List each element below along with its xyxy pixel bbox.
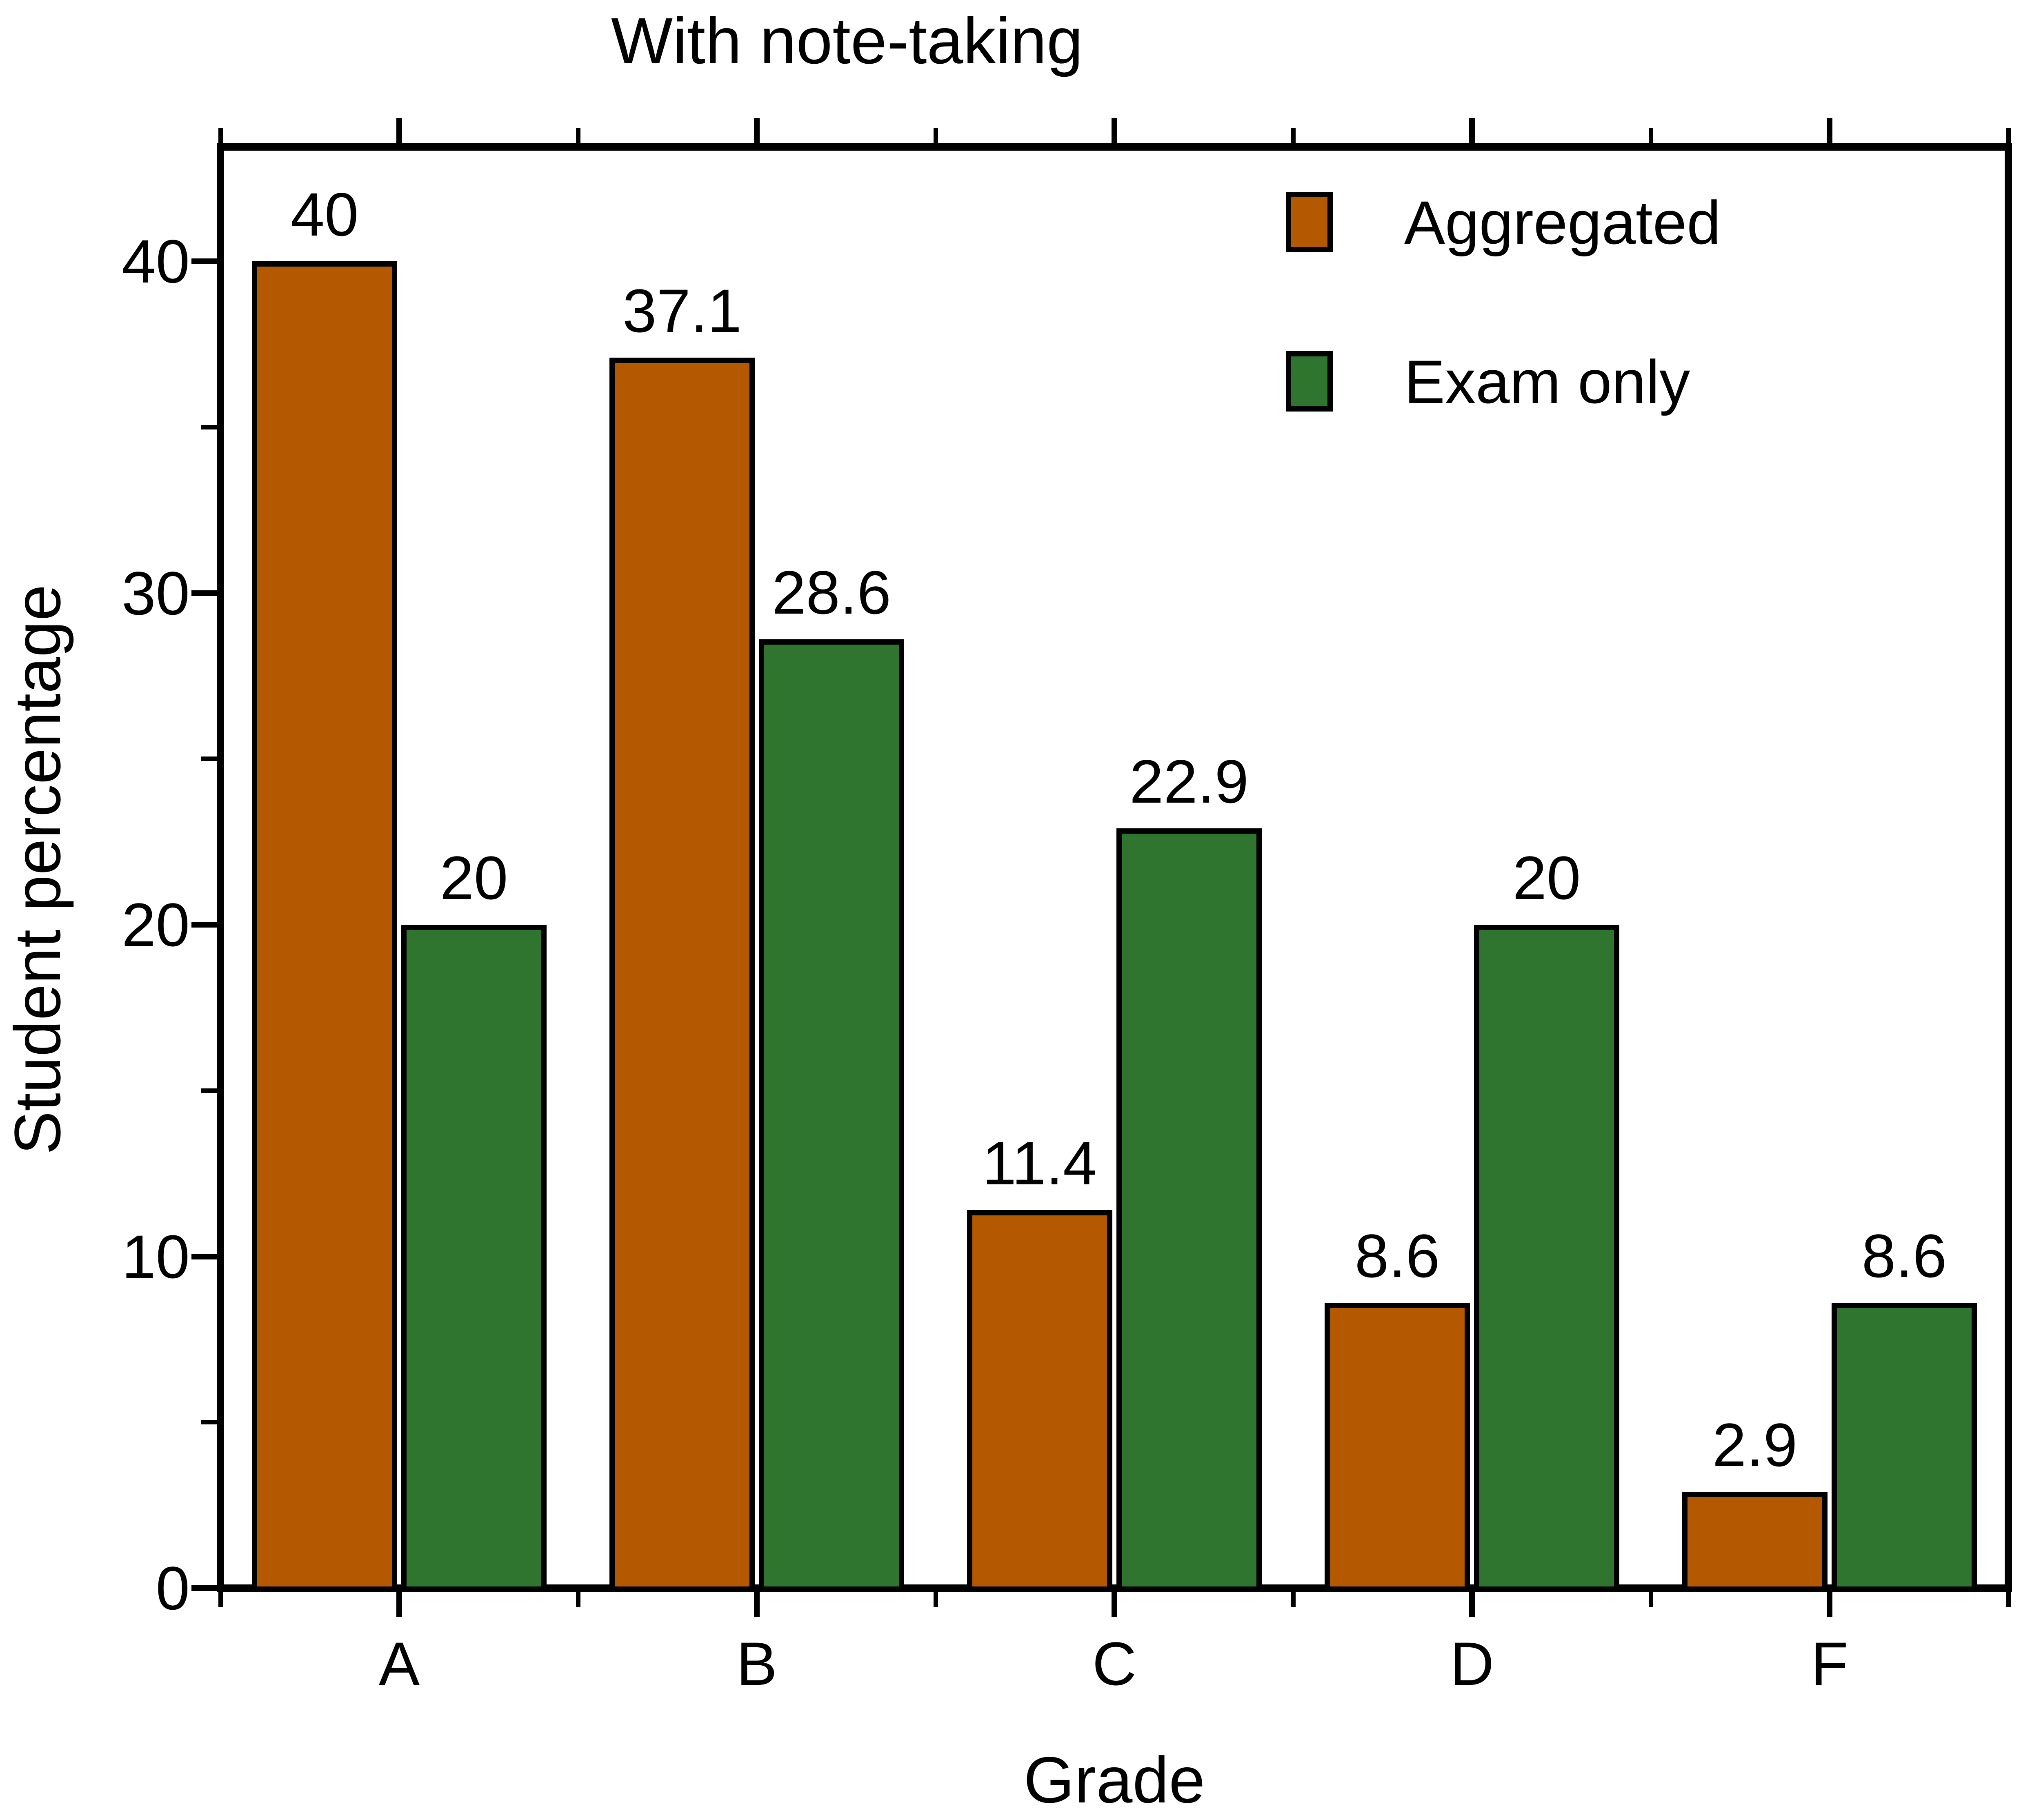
bar-exam-only-B (759, 639, 904, 1592)
x-category-label: C (1092, 1629, 1137, 1698)
bar-value-label: 40 (290, 180, 359, 249)
y-minor-tick (201, 425, 217, 429)
legend-swatch-aggregated (1286, 192, 1333, 252)
x-major-tick-bottom (1827, 1592, 1832, 1617)
y-minor-tick (201, 1088, 217, 1093)
x-minor-tick-bottom (1291, 1592, 1296, 1607)
bar-value-label: 20 (440, 843, 508, 912)
bar-value-label: 20 (1512, 843, 1581, 912)
x-major-tick-bottom (396, 1592, 402, 1617)
chart-title: With note-taking (611, 4, 1083, 77)
y-major-tick (191, 1585, 217, 1591)
bar-exam-only-A (401, 925, 547, 1592)
x-minor-tick-bottom (1648, 1592, 1653, 1607)
x-category-label: A (378, 1629, 420, 1698)
bar-value-label: 8.6 (1861, 1221, 1947, 1290)
bar-value-label: 8.6 (1354, 1221, 1440, 1290)
x-minor-tick-bottom (2006, 1592, 2011, 1607)
bar-value-label: 28.6 (772, 558, 891, 627)
bar-exam-only-D (1474, 925, 1619, 1592)
x-major-tick-bottom (754, 1592, 760, 1617)
x-minor-tick-top (1291, 128, 1296, 143)
bar-exam-only-C (1116, 828, 1262, 1592)
y-major-tick (191, 1253, 217, 1259)
x-major-tick-bottom (1469, 1592, 1475, 1617)
x-minor-tick-top (218, 128, 223, 143)
x-minor-tick-bottom (218, 1592, 223, 1607)
y-tick-label: 40 (122, 227, 190, 296)
y-minor-tick (201, 756, 217, 761)
bar-aggregated-C (967, 1210, 1112, 1592)
y-major-tick (191, 258, 217, 264)
bar-aggregated-D (1325, 1303, 1470, 1592)
x-minor-tick-top (933, 128, 938, 143)
bar-value-label: 22.9 (1129, 747, 1249, 816)
bar-aggregated-F (1682, 1492, 1828, 1592)
x-major-tick-bottom (1112, 1592, 1117, 1617)
y-tick-label: 30 (122, 558, 190, 627)
x-minor-tick-top (1648, 128, 1653, 143)
y-tick-label: 0 (156, 1554, 190, 1622)
x-minor-tick-top (2006, 128, 2011, 143)
y-major-tick (191, 922, 217, 928)
x-minor-tick-top (576, 128, 580, 143)
y-axis-title: Student percentage (1, 584, 74, 1155)
x-major-tick-top (1112, 118, 1117, 143)
legend-label-exam-only: Exam only (1404, 347, 1690, 416)
bar-exam-only-F (1832, 1303, 1977, 1592)
bar-aggregated-B (609, 357, 755, 1592)
x-major-tick-top (1469, 118, 1475, 143)
x-major-tick-top (396, 118, 402, 143)
legend-label-aggregated: Aggregated (1404, 188, 1721, 257)
x-category-label: D (1450, 1629, 1494, 1698)
x-minor-tick-bottom (576, 1592, 580, 1607)
bar-value-label: 2.9 (1712, 1411, 1798, 1480)
x-major-tick-top (754, 118, 760, 143)
bar-value-label: 11.4 (982, 1128, 1097, 1197)
x-major-tick-top (1827, 118, 1832, 143)
y-tick-label: 20 (122, 890, 190, 959)
x-axis-title: Grade (1023, 1743, 1205, 1816)
legend-swatch-exam-only (1286, 351, 1333, 412)
bar-value-label: 37.1 (623, 276, 742, 345)
y-major-tick (191, 590, 217, 596)
y-tick-label: 10 (122, 1222, 190, 1291)
y-minor-tick (201, 1420, 217, 1425)
x-category-label: B (736, 1629, 778, 1698)
x-minor-tick-bottom (933, 1592, 938, 1607)
bar-aggregated-A (252, 261, 397, 1592)
x-category-label: F (1811, 1629, 1848, 1698)
